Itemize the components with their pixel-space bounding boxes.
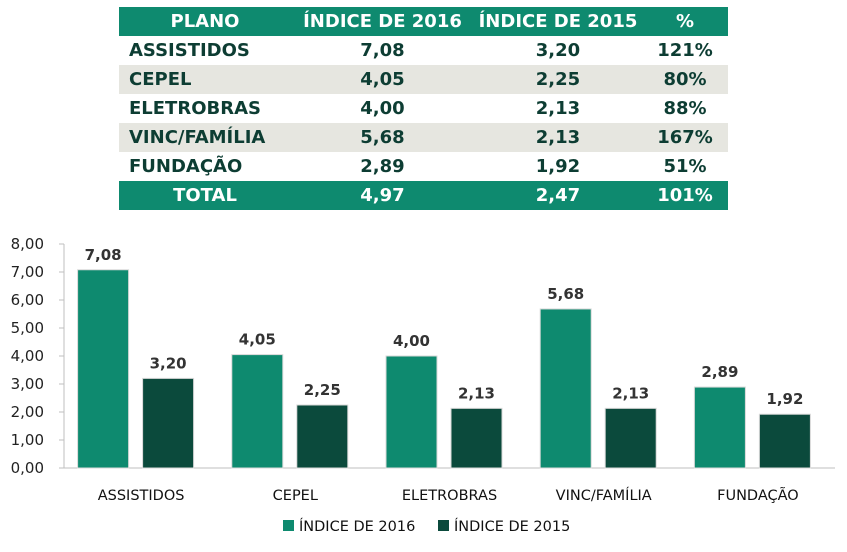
row-indice-2016: 7,08 bbox=[360, 40, 405, 61]
legend-swatch-2016 bbox=[283, 520, 294, 531]
row-plano: FUNDAÇÃO bbox=[129, 156, 243, 177]
row-indice-2015: 2,25 bbox=[474, 65, 642, 94]
bar-2016 bbox=[693, 386, 746, 469]
row-percent: 167% bbox=[642, 123, 728, 152]
y-tick-label: 6,00 bbox=[11, 291, 44, 309]
bar-2016 bbox=[77, 269, 130, 469]
table-row: ELETROBRAS 4,00 2,13 88% bbox=[119, 94, 728, 123]
row-indice-2016: 5,68 bbox=[291, 123, 474, 152]
row-indice-2015: 2,13 bbox=[474, 123, 642, 152]
bar-2015 bbox=[758, 413, 811, 469]
table-row: FUNDAÇÃO 2,89 1,92 51% bbox=[119, 152, 728, 181]
row-plano: CEPEL bbox=[119, 65, 291, 94]
header-indice-2016: ÍNDICE DE 2016 bbox=[291, 7, 474, 36]
data-label: 7,08 bbox=[85, 246, 122, 264]
total-indice-2016: 4,97 bbox=[291, 181, 474, 210]
table-row: CEPEL 4,05 2,25 80% bbox=[119, 65, 728, 94]
total-percent: 101% bbox=[642, 181, 728, 210]
total-indice-2015: 2,47 bbox=[474, 181, 642, 210]
y-tick-label: 2,00 bbox=[11, 403, 44, 421]
legend-swatch-2015 bbox=[438, 520, 449, 531]
data-label: 3,20 bbox=[150, 354, 187, 372]
y-tick-label: 3,00 bbox=[11, 375, 44, 393]
row-percent: 121% bbox=[657, 40, 713, 61]
data-label: 5,68 bbox=[547, 285, 584, 303]
data-label: 4,05 bbox=[239, 331, 276, 349]
row-plano: ASSISTIDOS bbox=[129, 40, 250, 61]
row-plano: ELETROBRAS bbox=[129, 98, 261, 119]
y-tick-label: 4,00 bbox=[11, 347, 44, 365]
table-header-row: PLANO ÍNDICE DE 2016 ÍNDICE DE 2015 % bbox=[119, 7, 728, 36]
table-row: VINC/FAMÍLIA 5,68 2,13 167% bbox=[119, 123, 728, 152]
data-label: 2,89 bbox=[701, 363, 738, 381]
bar-2015 bbox=[604, 407, 657, 469]
data-label: 2,13 bbox=[612, 384, 649, 402]
header-plano: PLANO bbox=[119, 7, 291, 36]
bar-2016 bbox=[385, 355, 438, 469]
data-label: 1,92 bbox=[766, 390, 803, 408]
data-label: 2,13 bbox=[458, 384, 495, 402]
y-tick-label: 1,00 bbox=[11, 431, 44, 449]
data-label: 4,00 bbox=[393, 332, 430, 350]
row-indice-2015: 3,20 bbox=[535, 40, 581, 61]
x-tick-label: CEPEL bbox=[273, 488, 318, 504]
row-indice-2015: 2,13 bbox=[535, 98, 581, 119]
header-indice-2015: ÍNDICE DE 2015 bbox=[474, 7, 642, 36]
row-plano: VINC/FAMÍLIA bbox=[119, 123, 291, 152]
row-indice-2016: 4,05 bbox=[291, 65, 474, 94]
total-plano: TOTAL bbox=[119, 181, 291, 210]
bar-2015 bbox=[450, 407, 503, 469]
summary-table: PLANO ÍNDICE DE 2016 ÍNDICE DE 2015 % AS… bbox=[119, 7, 728, 210]
x-tick-label: FUNDAÇÃO bbox=[717, 487, 799, 504]
bar-2015 bbox=[142, 377, 195, 469]
row-percent: 80% bbox=[642, 65, 728, 94]
legend-label: ÍNDICE DE 2015 bbox=[454, 518, 570, 535]
table-row: ASSISTIDOS 7,08 3,20 121% bbox=[119, 36, 728, 65]
bar-2015 bbox=[296, 404, 349, 469]
row-indice-2015: 1,92 bbox=[535, 156, 581, 177]
row-indice-2016: 2,89 bbox=[360, 156, 405, 177]
y-tick-label: 8,00 bbox=[11, 235, 44, 253]
x-tick-label: VINC/FAMÍLIA bbox=[556, 487, 652, 504]
x-tick-label: ELETROBRAS bbox=[402, 488, 497, 504]
data-label: 2,25 bbox=[304, 381, 341, 399]
bar-chart: 0,00 1,00 2,00 3,00 4,00 5,00 6,00 7,00 8,00 ASSI… bbox=[11, 235, 835, 535]
row-percent: 88% bbox=[663, 98, 707, 119]
bar-2016 bbox=[231, 354, 284, 469]
row-indice-2016: 4,00 bbox=[360, 98, 405, 119]
bar-2016 bbox=[539, 308, 592, 469]
y-tick-label: 5,00 bbox=[11, 319, 44, 337]
legend-label: ÍNDICE DE 2016 bbox=[299, 518, 415, 535]
y-tick-label: 0,00 bbox=[11, 459, 44, 477]
y-tick-label: 7,00 bbox=[11, 263, 44, 281]
x-tick-label: ASSISTIDOS bbox=[98, 488, 185, 504]
table-total-row: TOTAL 4,97 2,47 101% bbox=[119, 181, 728, 210]
row-percent: 51% bbox=[663, 156, 707, 177]
header-percent: % bbox=[642, 7, 728, 36]
